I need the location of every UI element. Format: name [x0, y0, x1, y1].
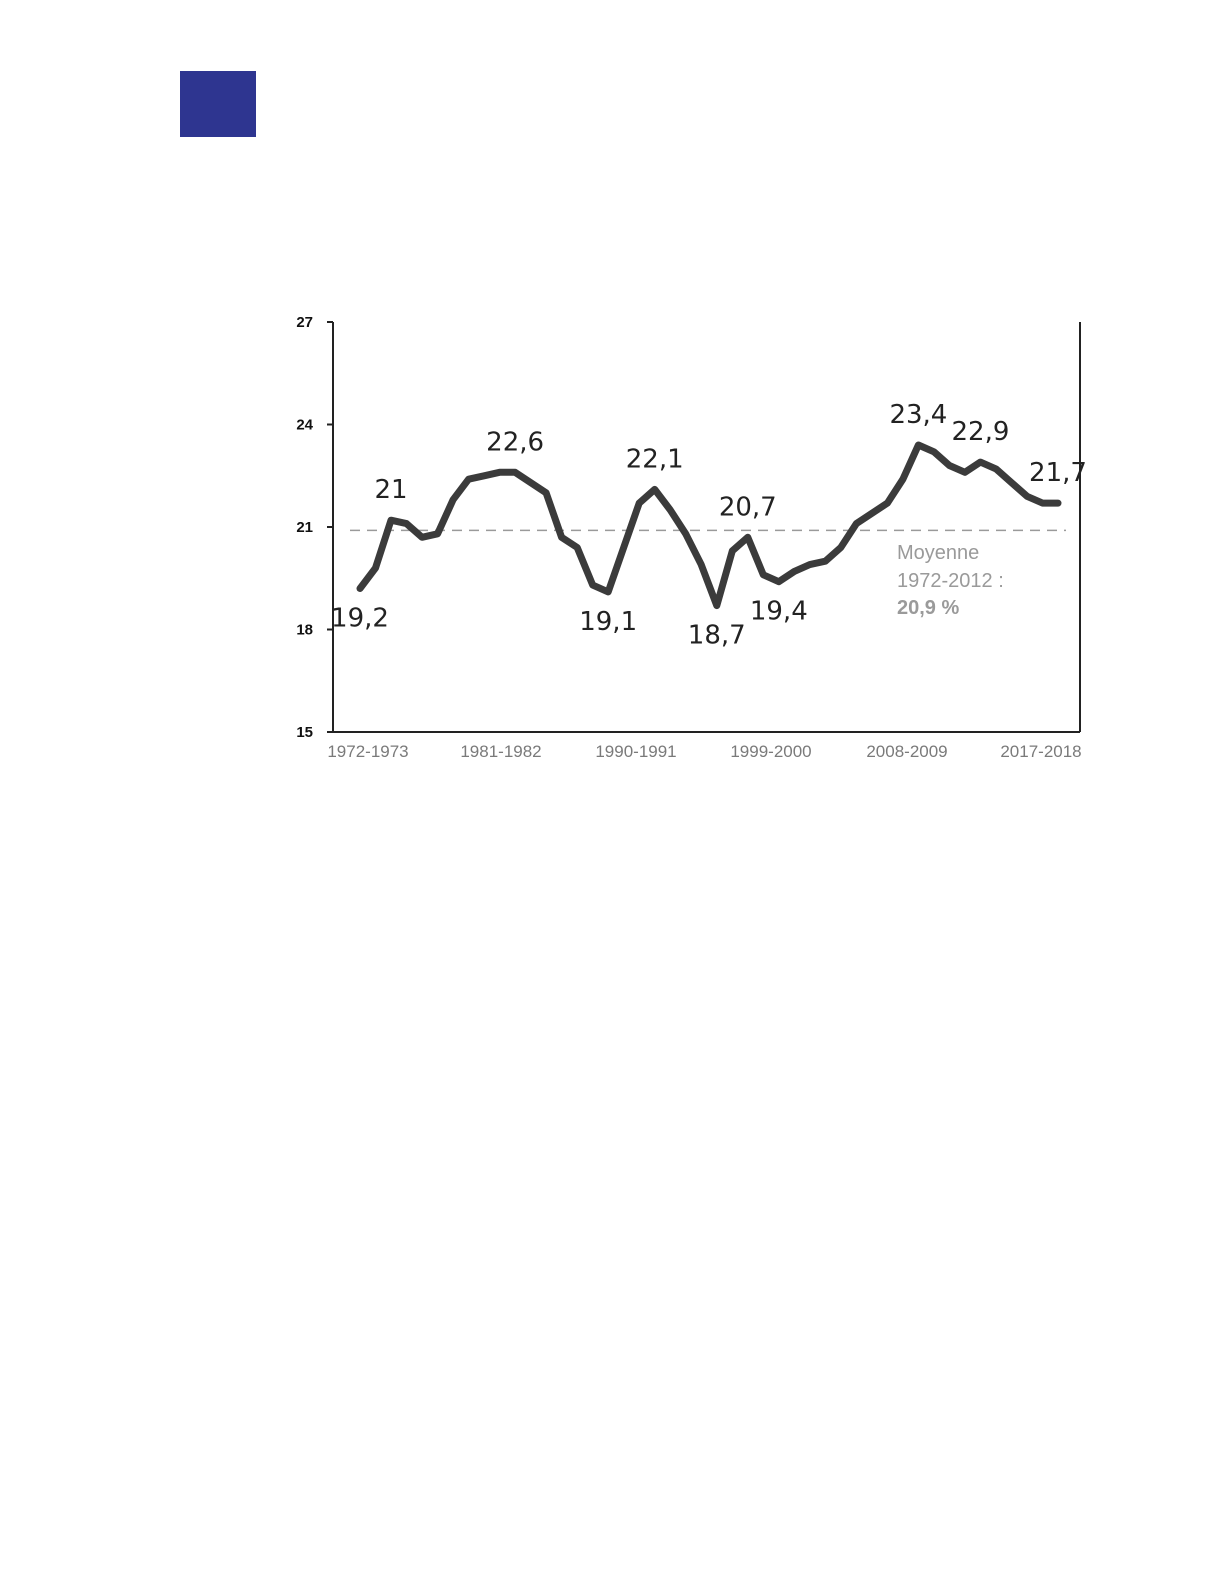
data-label: 23,4: [889, 400, 947, 430]
y-tick-label: 27: [296, 314, 313, 331]
y-axis-ticks: 15 18 21 24 27: [296, 314, 333, 741]
y-tick-label: 15: [296, 724, 313, 741]
x-tick-label: 1990-1991: [595, 742, 676, 761]
x-tick-label: 1999-2000: [730, 742, 811, 761]
average-label-line2: 1972-2012 :: [897, 570, 1004, 592]
brand-square: [180, 71, 256, 137]
average-label-value: 20,9 %: [897, 597, 959, 619]
average-annotation: Moyenne 1972-2012 : 20,9 %: [897, 542, 1004, 619]
data-label: 19,2: [331, 604, 389, 634]
chart-axes: [332, 322, 1081, 733]
data-label: 22,6: [486, 427, 544, 457]
y-tick-label: 18: [296, 622, 313, 639]
data-label: 21,7: [1029, 458, 1087, 488]
data-label: 18,7: [688, 621, 746, 651]
x-axis-ticks: 1972-1973 1981-1982 1990-1991 1999-2000 2008…: [327, 742, 1081, 761]
data-label: 19,1: [579, 607, 637, 637]
data-labels: 19,2 21 22,6 19,1 22,1 18,7 20,7 19,4 23,422,9 21…: [331, 400, 1087, 651]
data-label: 21: [374, 475, 407, 505]
y-tick-label: 21: [296, 519, 313, 536]
data-label: 20,7: [719, 492, 777, 522]
data-label: 22,9: [951, 417, 1009, 447]
x-tick-label: 1981-1982: [460, 742, 541, 761]
y-tick-label: 24: [296, 417, 313, 434]
data-label: 22,1: [626, 444, 684, 474]
x-tick-label: 1972-1973: [327, 742, 408, 761]
data-label: 19,4: [750, 597, 808, 627]
series-line: [356, 441, 1062, 610]
x-tick-label: 2008-2009: [866, 742, 947, 761]
average-label-line1: Moyenne: [897, 542, 979, 564]
x-tick-label: 2017-2018: [1000, 742, 1081, 761]
